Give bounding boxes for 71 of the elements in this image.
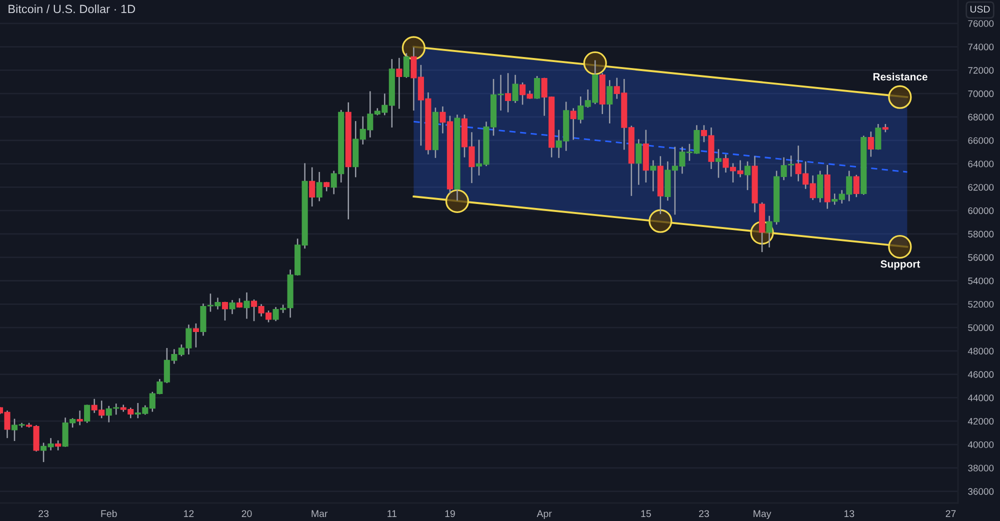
candlestick: [636, 138, 642, 186]
candlestick: [4, 410, 10, 439]
y-tick-label: 68000: [968, 114, 994, 120]
candlestick: [76, 410, 83, 426]
y-tick-label: 42000: [968, 418, 994, 425]
series-label: Resistance: [873, 72, 928, 80]
candlestick: [715, 148, 722, 178]
y-tick-label: 54000: [968, 278, 994, 284]
point: [648, 209, 672, 233]
candlestick: [817, 170, 824, 203]
candlestick: [534, 75, 540, 100]
x-tick-label: 12: [184, 510, 194, 517]
x-tick-label: Feb: [101, 510, 117, 518]
x-tick-label: 13: [844, 510, 854, 518]
candlestick: [875, 123, 882, 150]
candlestick: [222, 301, 228, 322]
candlestick: [505, 72, 512, 113]
candlestick: [316, 171, 322, 202]
candlestick: [106, 405, 112, 423]
y-tick-label: 48000: [968, 348, 994, 354]
x-tick-label: 27: [946, 510, 956, 517]
candlestick: [113, 402, 120, 416]
chart-title: Bitcoin / U.S. Dollar · 1D: [8, 4, 136, 14]
y-tick-label: 38000: [968, 464, 994, 472]
y-tick-label: 40000: [968, 441, 994, 448]
y-tick-label: 58000: [968, 230, 994, 238]
candlestick: [55, 440, 62, 451]
y-tick-label: 46000: [968, 371, 994, 378]
candlestick: [744, 160, 751, 191]
y-axis-title: USD: [970, 6, 990, 13]
y-tick-label: 70000: [968, 90, 994, 98]
y-tick-label: 56000: [968, 254, 994, 261]
x-tick-label: 11: [388, 510, 396, 517]
candlestick: [512, 74, 518, 104]
point: [888, 235, 912, 259]
x-tick-label: 23: [38, 510, 49, 518]
x-tick-label: 20: [242, 510, 252, 518]
y-tick-label: 76000: [968, 20, 994, 27]
x-tick-label: Apr: [536, 510, 552, 520]
series-label: Support: [880, 260, 920, 270]
x-tick-label: 19: [445, 510, 455, 518]
y-tick-label: 64000: [968, 160, 994, 168]
y-tick-label: 36000: [968, 488, 994, 495]
point: [583, 51, 607, 75]
y-tick-label: 66000: [968, 137, 994, 144]
x-tick-label: 15: [641, 510, 651, 518]
candlestick: [192, 322, 199, 348]
candlestick: [570, 108, 576, 140]
candlestick: [396, 57, 402, 110]
candlestick: [606, 80, 613, 124]
x-tick-label: 23: [699, 510, 709, 518]
candlestick: [229, 299, 236, 315]
candlestick: [403, 52, 410, 78]
y-tick-label: 52000: [968, 300, 994, 308]
y-tick-label: 72000: [968, 67, 994, 74]
candlestick: [853, 174, 860, 198]
y-tick-label: 62000: [968, 184, 994, 191]
candlestick: [650, 160, 656, 192]
candlestick: [244, 292, 250, 320]
y-tick-label: 50000: [968, 324, 994, 332]
y-tick-label: 44000: [968, 394, 994, 402]
candlestick: [309, 166, 316, 208]
y-tick-label: 60000: [968, 207, 994, 214]
y-tick-label: 74000: [968, 44, 994, 50]
point: [402, 36, 426, 60]
candlestick: [84, 404, 90, 424]
point: [445, 189, 470, 214]
candlestick: [868, 130, 874, 158]
point: [888, 85, 912, 109]
x-tick-label: May: [754, 510, 772, 520]
x-tick-label: Mar: [312, 510, 328, 518]
